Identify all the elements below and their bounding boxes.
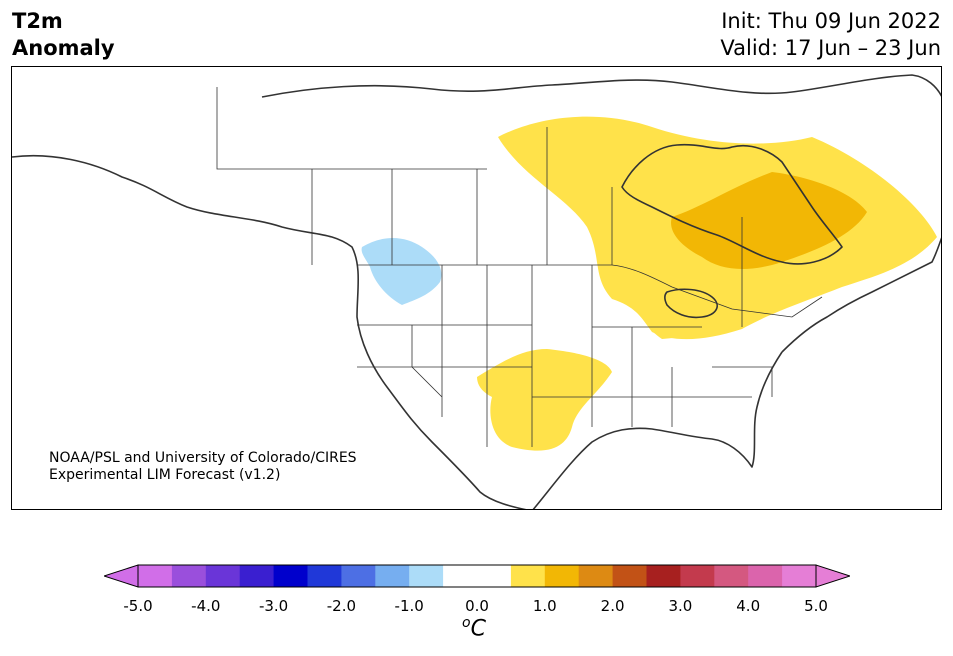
colorbar-cell	[205, 565, 241, 587]
colorbar-tick-label: -1.0	[394, 597, 424, 615]
colorbar-cell	[782, 565, 817, 587]
credit-line-2: Experimental LIM Forecast (v1.2)	[49, 467, 281, 483]
init-date: Init: Thu 09 Jun 2022	[721, 9, 941, 33]
colorbar-cell	[646, 565, 681, 587]
forecast-dates: Init: Thu 09 Jun 2022 Valid: 17 Jun – 23…	[720, 8, 941, 62]
colorbar-cell	[443, 565, 478, 587]
unit-degree: o	[462, 615, 471, 631]
atlantic-coast	[781, 237, 941, 353]
political-borders	[216, 87, 823, 447]
cold-anomaly-northwest	[361, 238, 442, 305]
colorbar-under-triangle	[104, 564, 139, 588]
colorbar-cell	[612, 565, 647, 587]
colorbar-tick-label: 3.0	[668, 597, 693, 615]
colorbar-cell	[341, 565, 376, 587]
unit-label: oC	[462, 615, 486, 641]
colorbar-tick-label: -2.0	[326, 597, 357, 615]
colorbar-tick-label: 4.0	[736, 597, 761, 615]
warm-anomaly-southwest	[477, 349, 612, 451]
gulf-coast	[532, 351, 783, 509]
colorbar-cells	[138, 565, 817, 587]
map-panel	[11, 66, 942, 510]
colorbar	[104, 564, 850, 588]
colorbar-tick-label: 0.0	[465, 597, 489, 615]
warm-moderate-anomaly-hudson	[671, 172, 867, 269]
warm-anomaly-greatlakes	[641, 296, 732, 339]
colorbar-outline	[137, 564, 817, 588]
credit-line-1: NOAA/PSL and University of Colorado/CIRE…	[49, 450, 357, 466]
colorbar-cell	[680, 565, 715, 587]
colorbar-tick-label: -5.0	[123, 597, 153, 615]
colorbar-cell	[273, 565, 308, 587]
colorbar-cell	[714, 565, 749, 587]
colorbar-cell	[138, 565, 173, 587]
colorbar-cell	[510, 565, 546, 587]
us-states	[357, 265, 773, 447]
map-title: T2m Anomaly	[12, 8, 115, 62]
colorbar-cell	[307, 565, 342, 587]
colorbar-over-triangle	[815, 564, 850, 588]
colorbar-cell	[409, 565, 444, 587]
colorbar-tick-label: 1.0	[532, 597, 557, 615]
colorbar-tick-label: 5.0	[804, 597, 828, 615]
subtitle-label: Anomaly	[12, 36, 115, 60]
canada-provinces	[216, 87, 743, 327]
colorbar-tick-label: 2.0	[600, 597, 625, 615]
colorbar-tick-label: -3.0	[258, 597, 289, 615]
colorbar-cell	[375, 565, 410, 587]
arctic-islands	[261, 74, 941, 98]
hudson-bay-coast	[621, 143, 843, 265]
colorbar-cell	[171, 565, 207, 587]
colorbar-tick-label: -4.0	[191, 597, 221, 615]
data-credit: NOAA/PSL and University of Colorado/CIRE…	[49, 450, 357, 484]
colorbar-cell	[239, 565, 275, 587]
unit-letter: C	[470, 616, 486, 642]
great-lakes	[663, 288, 718, 319]
map-svg	[12, 74, 941, 509]
anomaly-shading	[361, 116, 937, 451]
us-canada-border	[357, 264, 823, 318]
variable-label: T2m	[12, 9, 63, 33]
valid-dates: Valid: 17 Jun – 23 Jun	[720, 36, 941, 60]
colorbar-cell	[544, 565, 580, 587]
colorbar-cell	[748, 565, 783, 587]
colorbar-cell	[578, 565, 614, 587]
colorbar-cell	[477, 565, 512, 587]
